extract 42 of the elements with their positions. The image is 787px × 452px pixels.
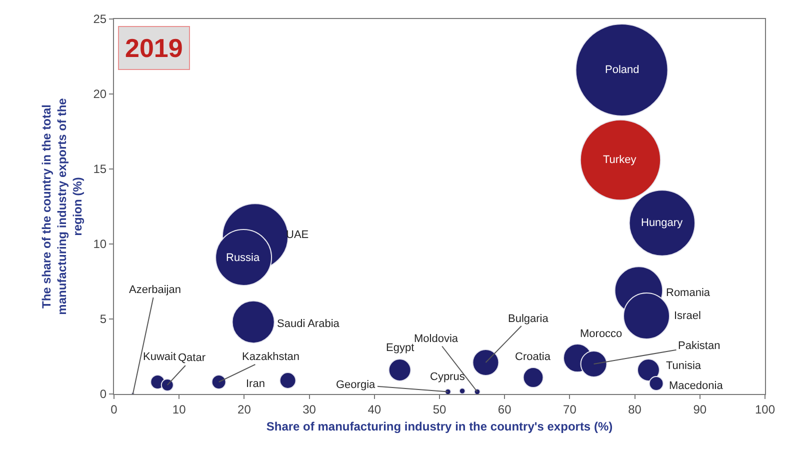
x-tick-label: 70 xyxy=(563,402,577,416)
annotation: Moldovia xyxy=(414,333,459,345)
y-tick-label: 5 xyxy=(100,312,107,326)
annotation: Pakistan xyxy=(678,340,720,352)
annotation: Cyprus xyxy=(430,371,466,383)
annotation: Iran xyxy=(246,378,265,390)
annotation: Azerbaijan xyxy=(129,284,181,296)
x-axis-title: Share of manufacturing industry in the country's exports (%) xyxy=(266,419,613,434)
x-tick-label: 50 xyxy=(432,402,446,416)
annotation: Kuwait xyxy=(143,351,176,363)
annotation: Turkey xyxy=(603,154,637,166)
annotation: Kazakhstan xyxy=(242,351,300,363)
y-axis-title: The share of the country in the total manufacturing industry exports of the region (%) xyxy=(39,98,85,315)
annotation: Russia xyxy=(226,252,261,264)
annotation: Poland xyxy=(605,64,640,76)
annotation: Macedonia xyxy=(669,380,724,392)
y-tick-label: 0 xyxy=(100,387,107,402)
text: 2019 xyxy=(125,33,183,63)
x-tick-label: 80 xyxy=(628,402,642,416)
y-tick-label: 20 xyxy=(93,87,107,102)
annotation: Israel xyxy=(674,310,701,322)
annotation: Romania xyxy=(666,287,711,299)
y-tick-label: 15 xyxy=(93,162,107,176)
x-tick-label: 100 xyxy=(754,402,776,416)
annotation: Croatia xyxy=(515,351,552,363)
x-tick-label: 30 xyxy=(302,402,316,416)
annotation: Bulgaria xyxy=(508,313,550,325)
y-tick-label: 25 xyxy=(93,12,107,26)
annotation: Saudi Arabia xyxy=(277,318,340,330)
x-tick-label: 10 xyxy=(172,402,186,416)
x-tick-label: 40 xyxy=(368,402,382,416)
x-tick-label: 0 xyxy=(110,402,118,416)
annotation: Georgia xyxy=(336,379,376,391)
annotation: Egypt xyxy=(386,342,414,354)
y-tick-label: 10 xyxy=(93,237,107,252)
x-tick-label: 20 xyxy=(238,402,252,416)
annotation: Morocco xyxy=(580,328,622,340)
annotation: Hungary xyxy=(641,217,684,229)
x-tick-label: 60 xyxy=(498,402,512,416)
x-tick-label: 90 xyxy=(693,402,707,416)
annotation: Qatar xyxy=(178,352,206,364)
annotation: Tunisia xyxy=(666,360,702,372)
